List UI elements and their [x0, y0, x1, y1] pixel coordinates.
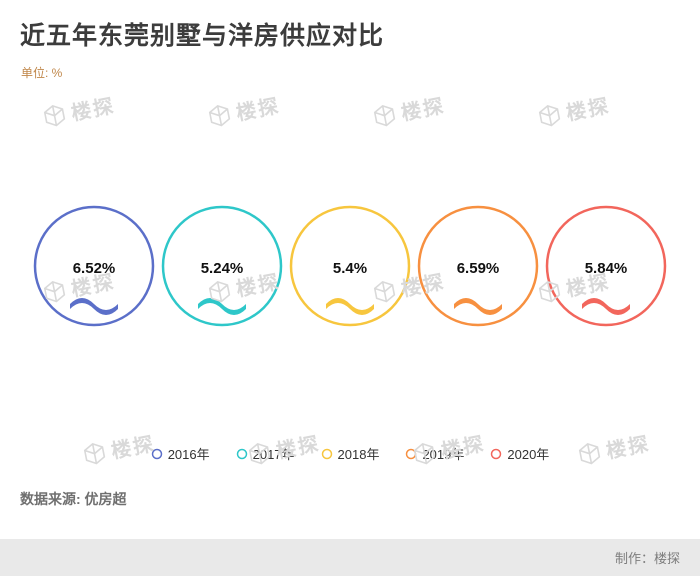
legend-marker-icon	[151, 448, 162, 459]
liquid-gauge-2016: 6.52%	[32, 204, 156, 328]
legend-label: 2017年	[252, 447, 295, 462]
legend-item-2020[interactable]: 2020年	[490, 444, 549, 463]
legend-marker-icon	[321, 448, 332, 459]
liquid-gauge-2019: 6.59%	[416, 204, 540, 328]
legend-item-2018[interactable]: 2018年	[321, 444, 380, 463]
cube-logo-icon	[208, 104, 231, 126]
legend-marker-icon	[236, 448, 247, 459]
cube-logo-icon	[43, 104, 66, 126]
chart-title: 近五年东莞别墅与洋房供应对比	[20, 22, 385, 50]
credit: 制作：楼探	[614, 551, 680, 566]
liquid-gauge-2018: 5.4%	[288, 204, 412, 328]
wave-icon	[582, 298, 630, 315]
wave-icon	[454, 298, 502, 315]
liquid-gauge-2017: 5.24%	[160, 204, 284, 328]
footer-bar: 制作：楼探	[0, 539, 700, 576]
data-source: 数据来源: 优房超	[20, 491, 127, 507]
watermark: 楼探	[205, 89, 282, 131]
watermark: 楼探	[40, 89, 117, 131]
legend-item-2017[interactable]: 2017年	[236, 444, 295, 463]
gauge-circle-icon	[417, 205, 539, 327]
gauge-circle-icon	[545, 205, 667, 327]
gauge-value: 6.59%	[456, 260, 500, 277]
gauge-row: 6.52% 5.24% 5.4% 6.59%	[0, 204, 700, 328]
legend-label: 2020年	[507, 447, 550, 462]
gauge-value: 5.84%	[584, 260, 628, 277]
legend-marker-icon	[406, 448, 417, 459]
watermark: 楼探	[535, 89, 612, 131]
legend-label: 2019年	[422, 447, 465, 462]
liquid-gauge-2020: 5.84%	[544, 204, 668, 328]
legend-item-2019[interactable]: 2019年	[405, 444, 464, 463]
gauge-value: 5.4%	[332, 260, 368, 277]
gauge-value: 5.24%	[200, 260, 244, 277]
legend-label: 2016年	[167, 447, 210, 462]
wave-icon	[198, 298, 246, 315]
legend-item-2016[interactable]: 2016年	[151, 444, 210, 463]
watermark: 楼探	[370, 89, 447, 131]
legend-marker-icon	[491, 448, 502, 459]
chart-unit-label: 单位: %	[21, 66, 63, 80]
wave-icon	[326, 298, 374, 315]
legend-label: 2018年	[337, 447, 380, 462]
cube-logo-icon	[538, 104, 561, 126]
gauge-value: 6.52%	[72, 260, 116, 277]
gauge-circle-icon	[161, 205, 283, 327]
cube-logo-icon	[373, 104, 396, 126]
legend: 2016年 2017年 2018年 2019年 2020年	[0, 444, 700, 463]
wave-icon	[70, 298, 118, 315]
